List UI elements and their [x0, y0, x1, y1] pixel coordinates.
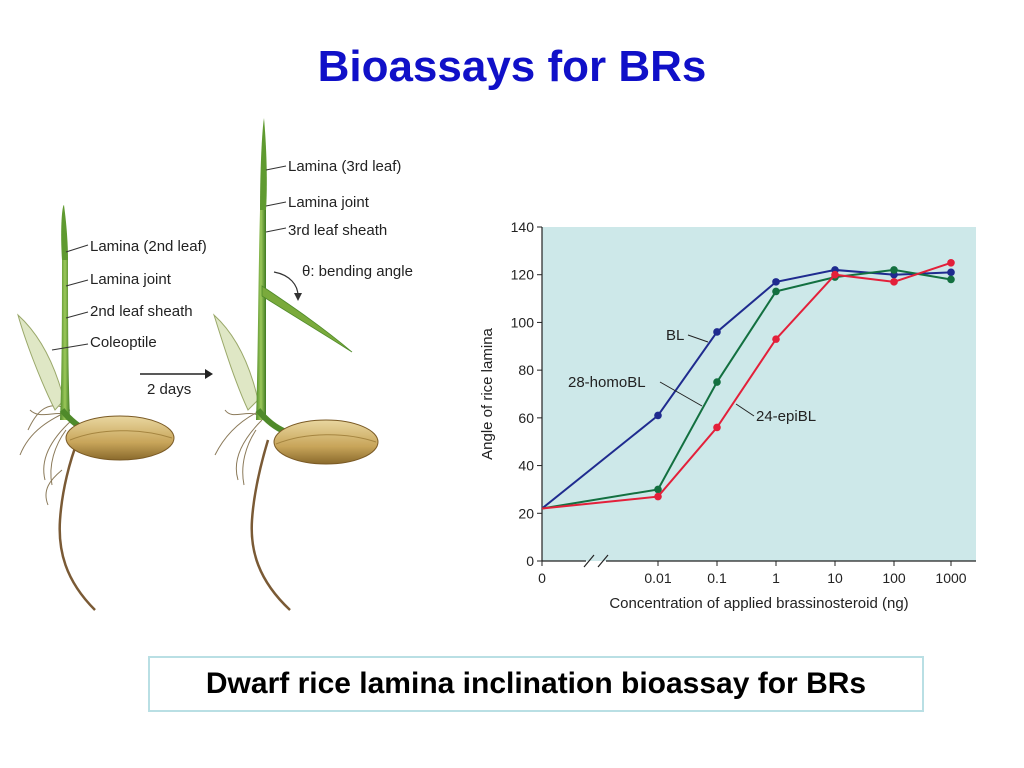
x-axis-label: Concentration of applied brassinosteroid…: [609, 595, 908, 612]
data-point-24-epiBL: [713, 423, 721, 432]
data-point-BL: [772, 278, 780, 286]
slide-title: Bioassays for BRs: [317, 42, 707, 91]
y-tick-label: 80: [518, 362, 534, 378]
x-tick-label: 1000: [935, 570, 966, 586]
data-point-28-homoBL: [713, 378, 721, 386]
label-lamina-2nd-leaf: Lamina (2nd leaf): [90, 238, 207, 255]
plot-background: [542, 227, 976, 561]
y-axis-label: Angle of rice lamina: [479, 327, 496, 459]
y-tick-label: 140: [511, 219, 535, 235]
data-point-24-epiBL: [831, 270, 839, 279]
data-point-28-homoBL: [772, 287, 780, 296]
chart-axes: [541, 227, 976, 568]
labels-right: Lamina (3rd leaf) Lamina joint 3rd leaf …: [265, 158, 413, 280]
label-bending-angle: θ: bending angle: [302, 263, 413, 280]
label-3rd-leaf-sheath: 3rd leaf sheath: [288, 222, 387, 239]
y-tick-label: 100: [511, 314, 535, 330]
axis-break-mark: [583, 554, 595, 568]
data-point-24-epiBL: [772, 335, 780, 343]
label-lamina-joint-right: Lamina joint: [288, 194, 370, 211]
x-tick-label: 0.1: [707, 570, 727, 586]
x-tick-label: 10: [827, 570, 843, 586]
seedling-after: [212, 118, 379, 611]
data-point-28-homoBL: [654, 485, 662, 494]
data-point-BL: [654, 411, 662, 420]
labels-left: Lamina (2nd leaf) Lamina joint 2nd leaf …: [51, 238, 207, 351]
label-lamina-joint-left: Lamina joint: [90, 271, 172, 288]
data-point-BL: [947, 268, 955, 277]
x-tick-label: 0.01: [644, 570, 671, 586]
series-label-leader: [687, 334, 709, 343]
caption-box: Dwarf rice lamina inclination bioassay f…: [148, 656, 924, 712]
data-point-28-homoBL: [890, 266, 898, 274]
arrow-label: 2 days: [147, 381, 191, 398]
chart-series-labels: BL 28-homoBL 24-epiBL: [568, 327, 816, 425]
y-tick-label: 0: [526, 553, 534, 569]
series-label-24-epiBL: 24-epiBL: [756, 408, 816, 425]
label-2nd-leaf-sheath: 2nd leaf sheath: [90, 303, 193, 320]
lamina-angle-chart: 0 20 40 60 80 100 120 140 0 0.01 0.1 1 10 100 1000 BL 2…: [479, 219, 976, 612]
label-coleoptile: Coleoptile: [90, 334, 157, 351]
axis-break-mark: [597, 554, 609, 568]
y-tick-label: 120: [511, 267, 535, 283]
slide-caption: Dwarf rice lamina inclination bioassay f…: [205, 667, 867, 700]
x-tick-label: 1: [772, 570, 780, 586]
y-tick-label: 60: [518, 410, 534, 426]
label-lamina-3rd-leaf: Lamina (3rd leaf): [288, 158, 401, 175]
data-point-24-epiBL: [654, 492, 662, 501]
data-point-24-epiBL: [947, 258, 955, 267]
chart-ticks: 0 20 40 60 80 100 120 140 0 0.01 0.1 1 10 100 1000: [511, 219, 967, 586]
seedling-illustration: Lamina (2nd leaf) Lamina joint 2nd leaf …: [17, 118, 413, 611]
time-arrow: 2 days: [140, 369, 213, 398]
data-point-BL: [713, 328, 721, 336]
data-point-28-homoBL: [947, 275, 955, 284]
y-tick-label: 40: [518, 458, 534, 474]
data-point-24-epiBL: [890, 278, 898, 286]
series-label-28-homoBL: 28-homoBL: [568, 374, 646, 391]
y-tick-label: 20: [518, 505, 534, 521]
chart-series: [541, 258, 955, 510]
series-label-BL: BL: [666, 327, 684, 344]
seedling-before: [17, 205, 175, 611]
series-label-leader: [735, 403, 755, 417]
series-label-leader: [659, 381, 703, 407]
x-tick-label: 0: [538, 570, 546, 586]
x-tick-label: 100: [882, 570, 906, 586]
